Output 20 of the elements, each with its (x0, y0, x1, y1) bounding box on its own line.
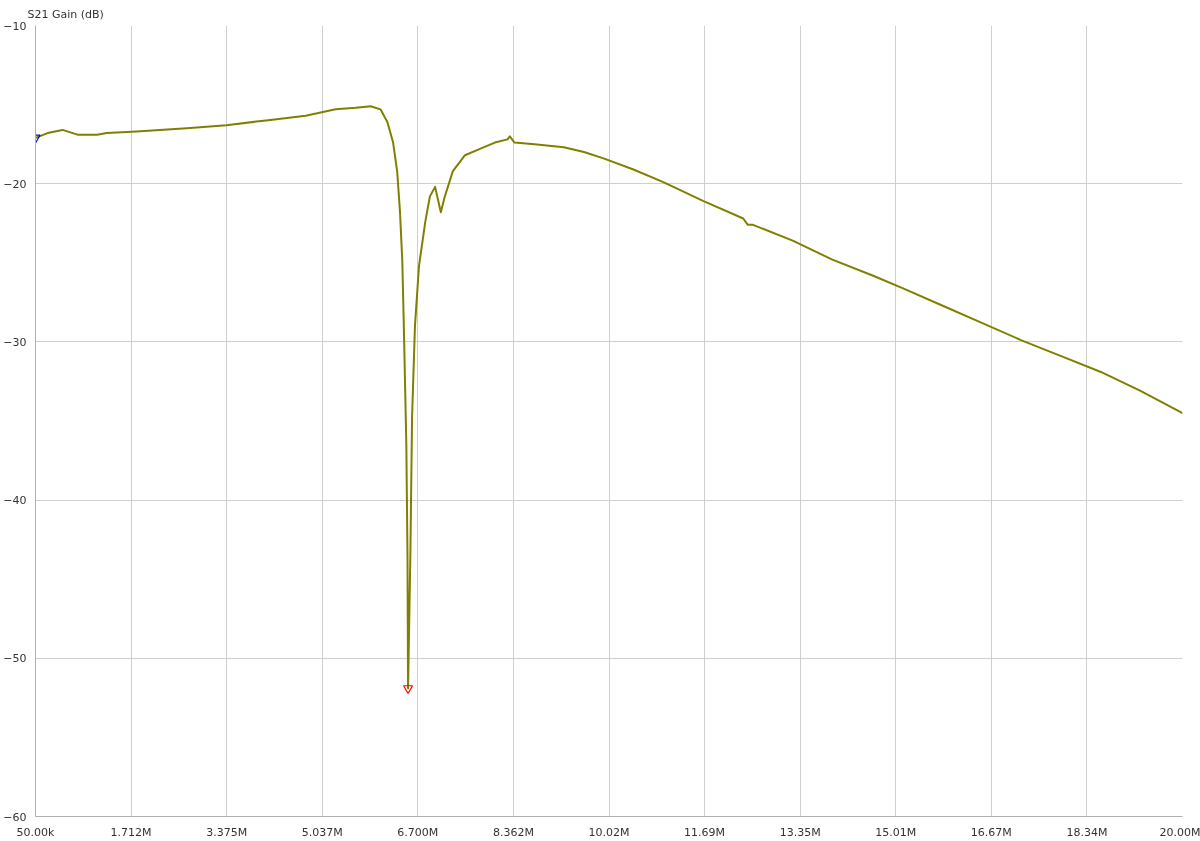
x-tick-label: 13.35M (779, 825, 821, 839)
x-tick-label: 3.375M (206, 825, 248, 839)
y-tick-label: −20 (3, 177, 27, 191)
x-tick-label: 11.69M (684, 825, 726, 839)
x-tick-label: 15.01M (875, 825, 917, 839)
x-tick-label: 16.67M (970, 825, 1012, 839)
x-tick-label: 1.712M (110, 825, 152, 839)
x-tick-label: 5.037M (301, 825, 343, 839)
x-tick-label: 10.02M (588, 825, 630, 839)
x-tick-label: 50.00k (16, 825, 56, 839)
x-tick-label: 18.34M (1066, 825, 1108, 839)
y-tick-label: −10 (3, 19, 27, 33)
y-tick-label: −60 (3, 810, 27, 824)
y-axis-title: S21 Gain (dB) (27, 7, 104, 21)
y-tick-label: −50 (3, 652, 27, 666)
x-tick-label: 20.00M (1159, 825, 1200, 839)
x-tick-label: 6.700M (397, 825, 439, 839)
y-tick-label: −40 (3, 494, 27, 508)
y-tick-label: −30 (3, 335, 27, 349)
x-tick-label: 8.362M (492, 825, 534, 839)
